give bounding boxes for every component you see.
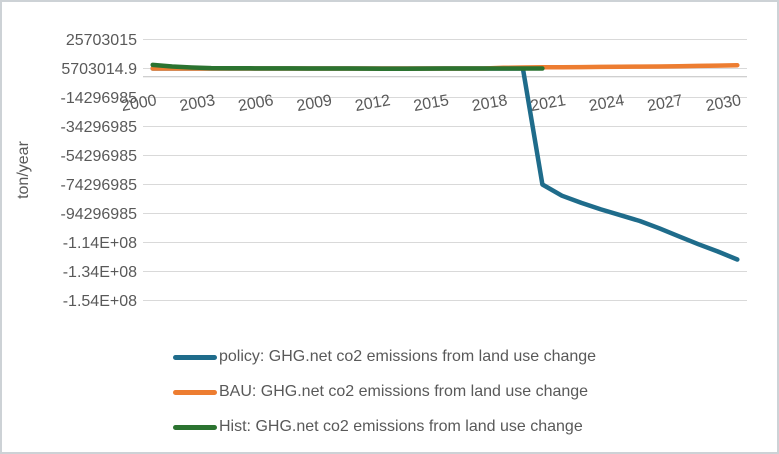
series-line-2	[150, 62, 545, 72]
x-axis-tick-label: 2006	[237, 92, 275, 115]
y-axis-tick-label: -1.34E+08	[63, 264, 137, 281]
x-axis-tick-label: 2018	[471, 92, 509, 115]
chart-legend: policy: GHG.net co2 emissions from land …	[173, 346, 596, 451]
legend-label-hist: Hist: GHG.net co2 emissions from land us…	[219, 418, 583, 435]
x-axis-tick-label: 2000	[120, 92, 158, 115]
legend-swatch-hist	[173, 424, 217, 430]
x-axis-tick-label: 2015	[412, 92, 450, 115]
y-axis-title: ton/year	[15, 140, 32, 198]
y-axis-tick-label: -74296985	[60, 177, 137, 194]
y-axis-tick-label: -14296985	[60, 90, 137, 107]
x-axis-tick-label: 2012	[354, 92, 392, 115]
y-axis-tick-label: -54296985	[60, 148, 137, 165]
y-axis-tick-label: 25703015	[66, 32, 137, 49]
y-axis-tick-label: -94296985	[60, 206, 137, 223]
x-axis-tick-label: 2030	[704, 92, 742, 115]
x-axis-tick-label: 2024	[588, 92, 626, 115]
legend-swatch-bau	[173, 389, 217, 395]
legend-item-hist[interactable]: Hist: GHG.net co2 emissions from land us…	[173, 416, 596, 438]
x-axis-tick-label: 2027	[646, 92, 684, 115]
legend-label-policy: policy: GHG.net co2 emissions from land …	[219, 348, 597, 365]
legend-item-policy[interactable]: policy: GHG.net co2 emissions from land …	[173, 346, 596, 368]
y-axis-tick-label: -1.14E+08	[63, 235, 137, 252]
legend-label-bau: BAU: GHG.net co2 emissions from land use…	[219, 383, 589, 400]
y-axis-tick-label: -34296985	[60, 119, 137, 136]
legend-swatch-policy	[173, 354, 217, 360]
chart-plot-area: 25703015 5703014.9 -14296985 -34296985 -5429…	[15, 32, 747, 310]
x-axis-tick-label: 2009	[295, 92, 333, 115]
x-axis-tick-label: 2021	[529, 92, 567, 115]
y-axis-tick-label: 5703014.9	[61, 61, 137, 78]
y-axis-tick-label: -1.54E+08	[63, 293, 137, 310]
x-axis-tick-label: 2003	[178, 92, 216, 115]
legend-item-bau[interactable]: BAU: GHG.net co2 emissions from land use…	[173, 381, 596, 403]
